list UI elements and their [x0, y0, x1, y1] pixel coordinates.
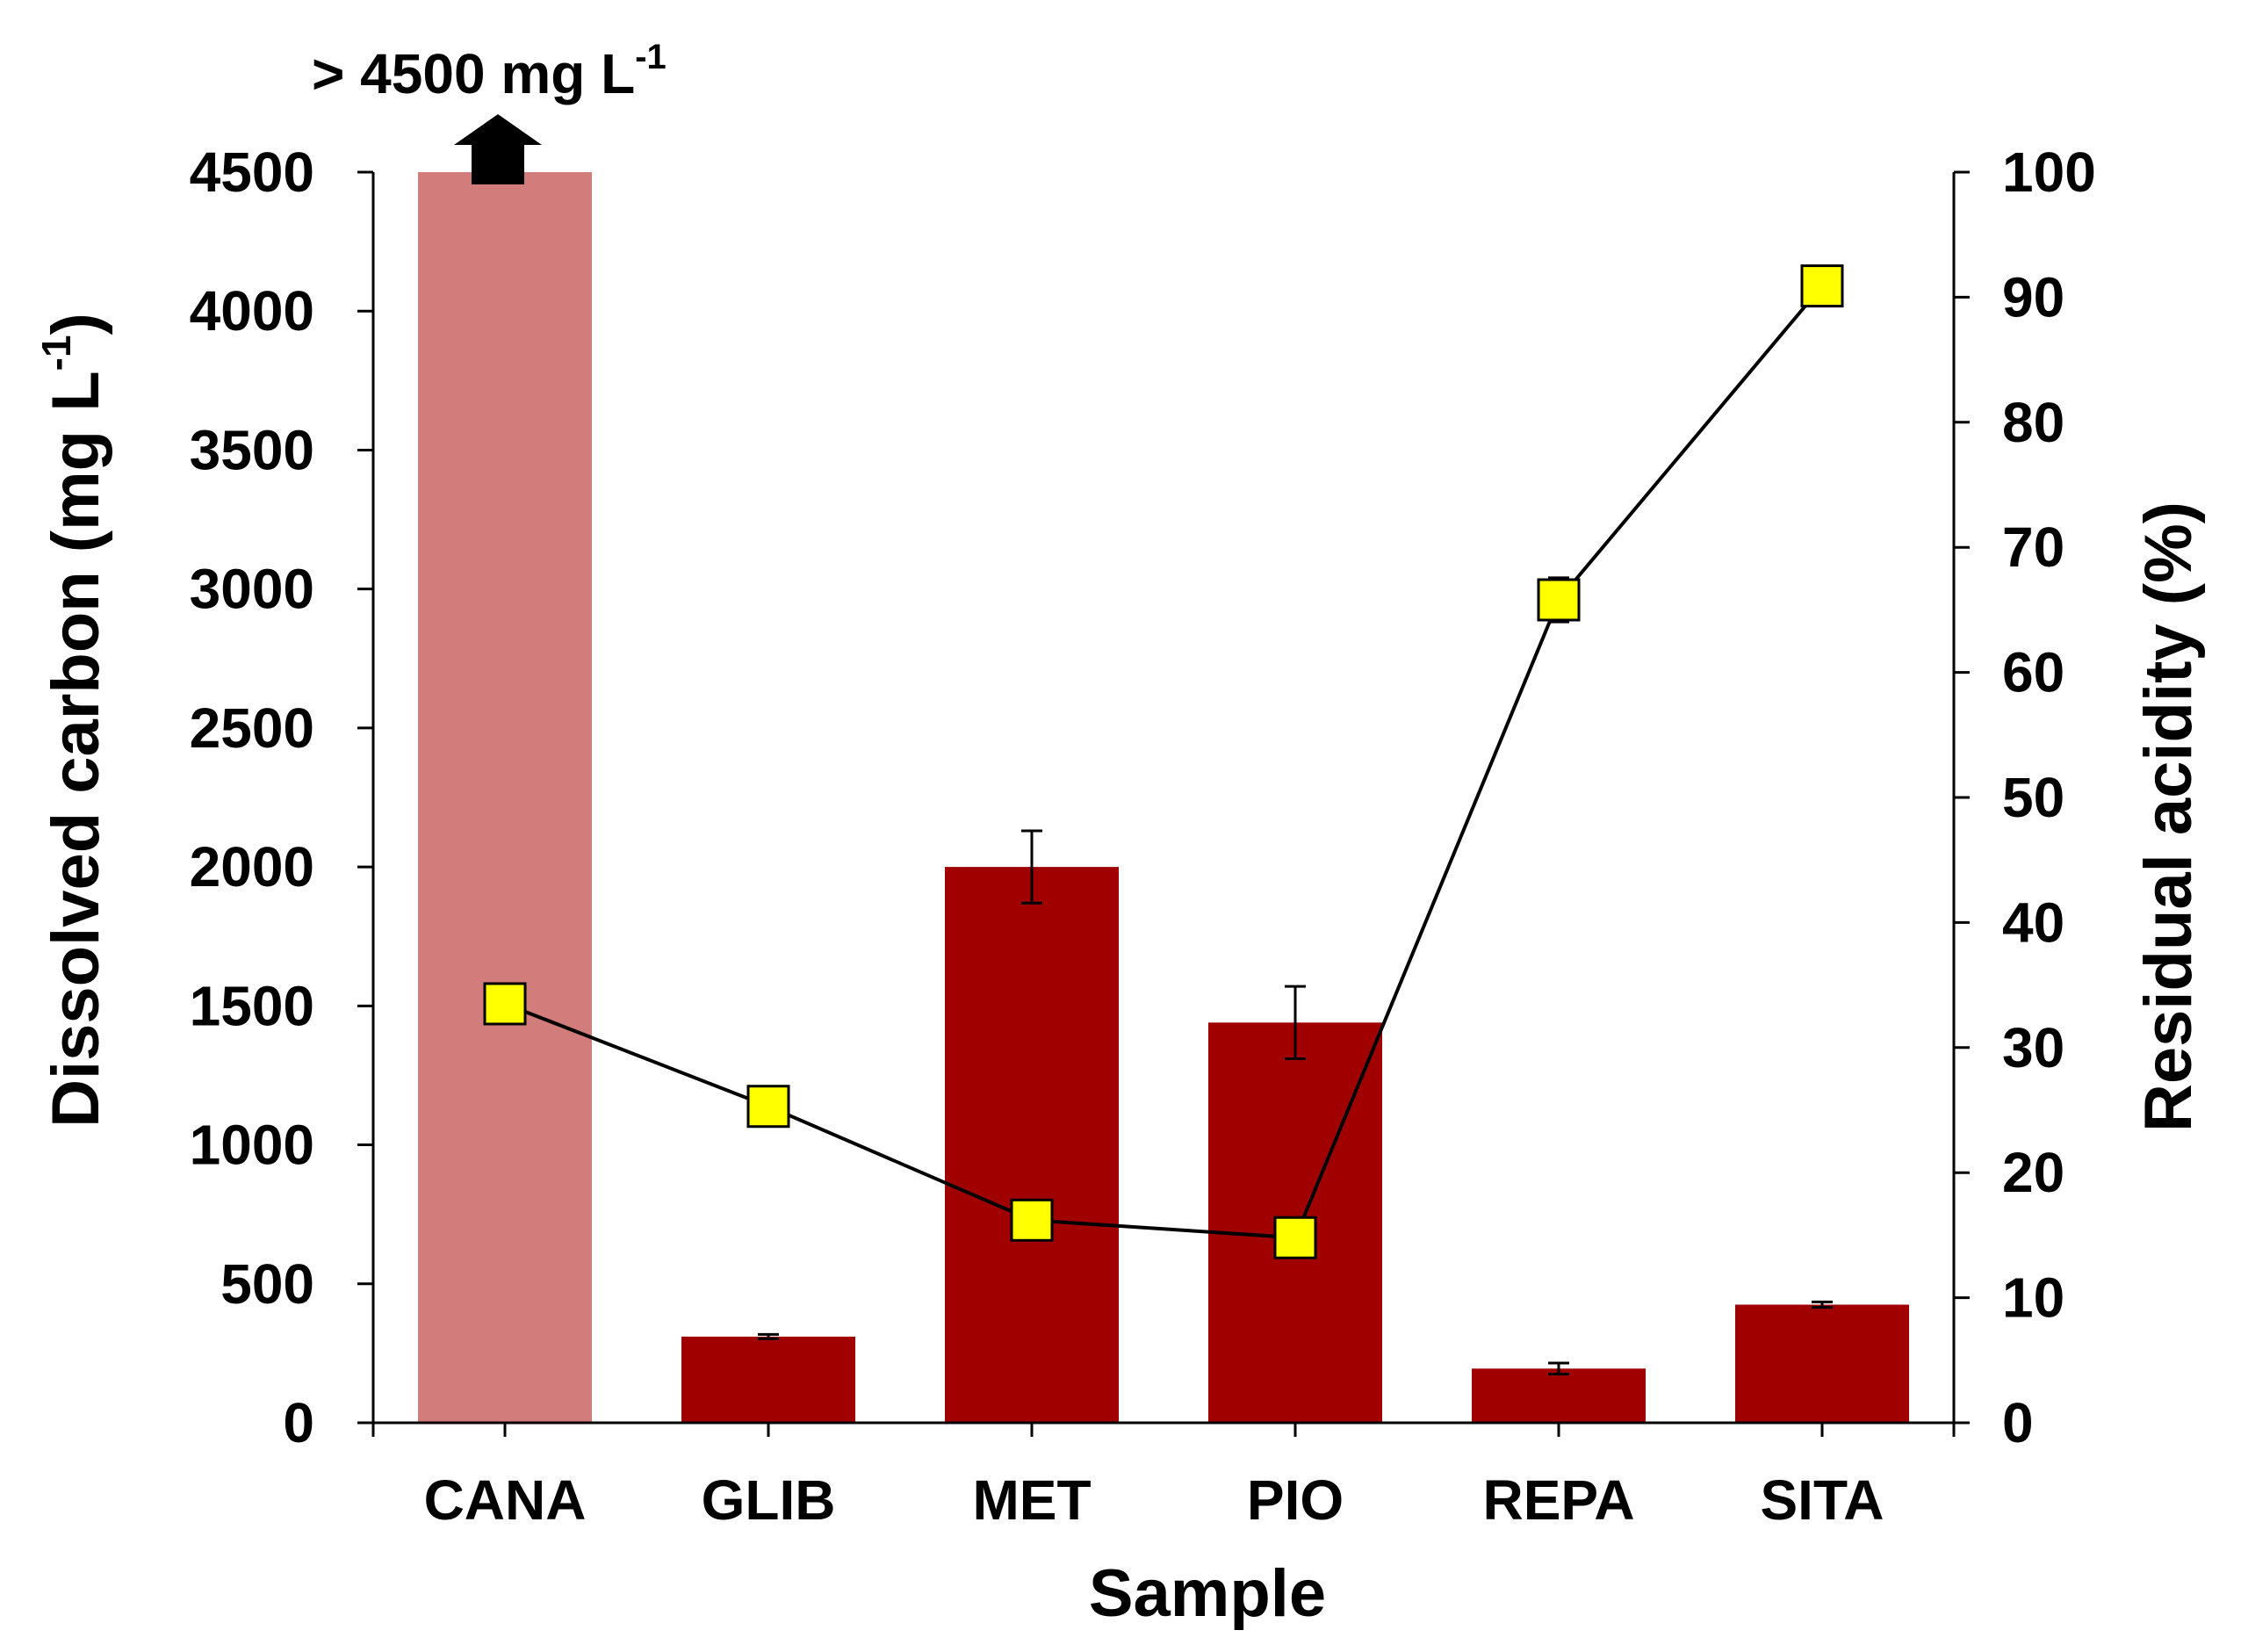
bar-errors-layer: [758, 829, 1833, 1376]
left-ticks-layer: 0 500 1000 1500 2000 2500 3000 3500 4000 4500: [190, 141, 373, 1454]
left-tick-label: 1000: [190, 1114, 314, 1177]
left-tick-label: 1500: [190, 974, 314, 1037]
bar-cana: [418, 172, 592, 1423]
annotation-label-main: > 4500 mg L: [312, 42, 635, 105]
annotation-layer: > 4500 mg L-1: [312, 38, 667, 184]
bar-error-glib: [758, 1332, 779, 1340]
bars-layer: [418, 172, 1909, 1423]
titles-layer: Dissolved carbon (mg L-1) Residual acidi…: [33, 313, 2206, 1631]
left-tick-label: 3500: [190, 418, 314, 481]
y-left-axis-title-superscript: -1: [33, 335, 79, 371]
right-tick-label: 40: [2002, 891, 2064, 954]
left-tick-label: 2500: [190, 696, 314, 760]
right-tick-label: 80: [2002, 391, 2064, 454]
x-tick-label-glib: GLIB: [702, 1468, 836, 1532]
line-layer: [483, 264, 1844, 1259]
bar-error-sita: [1812, 1300, 1833, 1309]
x-axis-title: Sample: [1089, 1556, 1326, 1631]
x-tick-label-sita: SITA: [1760, 1468, 1884, 1532]
right-tick-label: 70: [2002, 516, 2064, 579]
bar-met: [945, 867, 1119, 1423]
y-right-axis-title: Residual acidity (%): [2131, 501, 2206, 1132]
left-tick-label: 4500: [190, 141, 314, 204]
left-tick-label: 4000: [190, 279, 314, 343]
right-tick-label: 0: [2002, 1391, 2034, 1454]
acidity-marker-glib: [746, 1085, 790, 1129]
right-tick-label: 100: [2002, 141, 2096, 204]
right-tick-label: 60: [2002, 641, 2064, 704]
acidity-marker-sita: [1800, 264, 1844, 308]
acidity-marker-cana: [483, 982, 527, 1026]
x-tick-label-cana: CANA: [424, 1468, 587, 1532]
right-tick-label: 20: [2002, 1141, 2064, 1204]
left-tick-label: 500: [220, 1252, 314, 1316]
y-left-axis-title: Dissolved carbon (mg L-1): [33, 313, 113, 1128]
acidity-marker-met: [1010, 1198, 1054, 1242]
y-left-axis-title-suffix: ): [39, 313, 113, 335]
bar-error-met: [1021, 829, 1042, 905]
acidity-marker-pio: [1273, 1216, 1317, 1259]
y-left-axis-title-main: Dissolved carbon (mg L: [39, 371, 113, 1128]
left-tick-label: 0: [283, 1391, 314, 1454]
x-ticks-layer: CANA GLIB MET PIO REPA SITA: [371, 1423, 1956, 1532]
bar-glib: [681, 1336, 855, 1423]
axes-layer: [371, 172, 1956, 1425]
right-tick-label: 30: [2002, 1016, 2064, 1079]
bar-repa: [1472, 1368, 1646, 1423]
left-tick-label: 2000: [190, 835, 314, 898]
bar-error-repa: [1548, 1361, 1569, 1376]
up-arrow-icon: [454, 114, 542, 184]
right-tick-label: 50: [2002, 766, 2064, 829]
acidity-marker-repa: [1537, 578, 1581, 622]
bar-sita: [1735, 1304, 1909, 1423]
bar-error-pio: [1285, 985, 1306, 1060]
annotation-label-superscript: -1: [635, 38, 667, 76]
right-ticks-layer: 0 10 20 30 40 50 60 70 80 90 100: [1954, 141, 2096, 1454]
x-tick-label-pio: PIO: [1247, 1468, 1344, 1532]
x-tick-label-repa: REPA: [1482, 1468, 1634, 1532]
left-tick-label: 3000: [190, 558, 314, 621]
x-tick-label-met: MET: [972, 1468, 1091, 1532]
right-tick-label: 10: [2002, 1266, 2064, 1330]
right-tick-label: 90: [2002, 265, 2064, 328]
annotation-label: > 4500 mg L-1: [312, 38, 667, 105]
residual-acidity-line: [504, 285, 1824, 1240]
